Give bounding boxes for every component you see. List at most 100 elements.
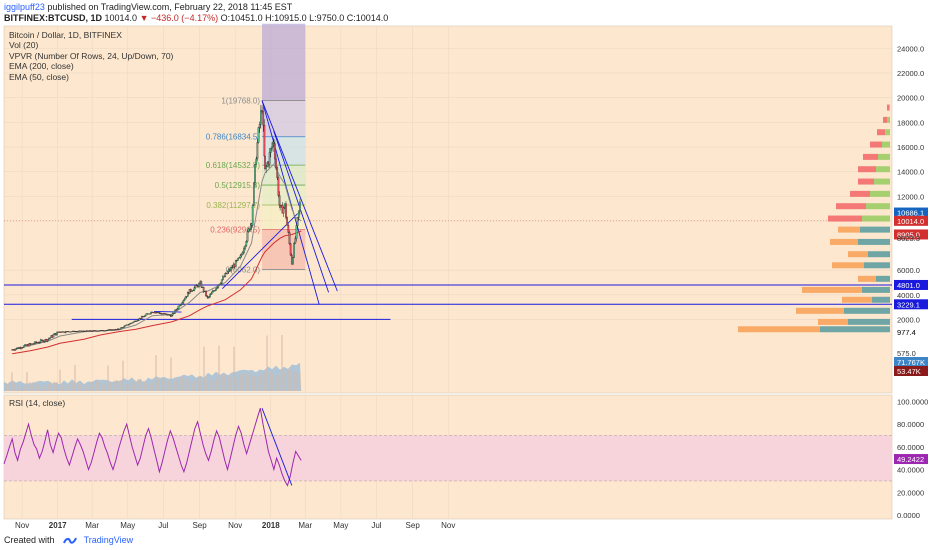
candle-body [194, 285, 197, 288]
rsi-tick-label: 100.0000 [897, 397, 928, 406]
candle-body [277, 177, 280, 196]
candle-body [202, 286, 205, 292]
candle-body [183, 298, 186, 301]
candle-body [173, 313, 175, 314]
last-price: 10014.0 [104, 13, 138, 23]
tradingview-logo-icon [63, 537, 77, 544]
candle-body [177, 305, 180, 309]
price-label-text: 4801.0 [897, 281, 920, 290]
horizontal-levels [4, 284, 892, 320]
volume-label-box [894, 357, 928, 367]
candle-body [22, 345, 25, 348]
rsi-legend[interactable]: RSI (14, close) [9, 398, 66, 408]
fib-level-label: 1(19768.0) [221, 97, 260, 106]
candle-body [174, 309, 176, 314]
price-tick-label: 18000.0 [897, 118, 924, 127]
vpvr-up-bar [858, 238, 890, 245]
candle-body [258, 124, 261, 128]
candle-body [91, 330, 94, 332]
price-label-box [894, 215, 928, 226]
vpvr-down-bar [796, 307, 844, 314]
time-tick-label: 2018 [262, 521, 280, 530]
candle-body [294, 238, 297, 244]
candle-body [297, 210, 300, 218]
rsi-value-box [894, 454, 928, 465]
rsi-tick-label: 60.0000 [897, 443, 924, 452]
candle-body [215, 288, 217, 291]
vpvr-up-bar [864, 262, 890, 269]
candle-body [282, 207, 285, 214]
candle-body [14, 348, 17, 351]
vpvr-down-bar [877, 129, 885, 136]
price-tick-label: 16000.0 [897, 143, 924, 152]
vpvr-up-bar [844, 307, 890, 314]
legend-indicator[interactable]: Vol (20) [9, 40, 39, 51]
price-label-text: 3229.1 [897, 300, 920, 309]
candle-body [245, 241, 248, 247]
candle-body [219, 282, 222, 285]
fib-level-label: 0.618(14532.8) [206, 161, 261, 170]
vpvr-down-bar [863, 153, 878, 160]
trendline [273, 130, 330, 293]
candle-body [140, 316, 143, 319]
legend-indicator[interactable]: VPVR (Number Of Rows, 24, Up/Down, 70) [9, 50, 174, 61]
price-label-box [894, 279, 928, 290]
vpvr-down-bar [858, 166, 876, 173]
price-change: −436.0 (−4.17%) [151, 13, 219, 23]
candle-body [260, 110, 262, 125]
candle-body [38, 342, 41, 344]
candle-body [263, 125, 266, 157]
time-tick-label: Mar [85, 521, 99, 530]
price-label-text: 10014.0 [897, 217, 924, 226]
candle-body [269, 148, 272, 153]
candle-body [136, 320, 138, 322]
volume-profile [738, 104, 890, 333]
rsi-tick-label: 80.0000 [897, 420, 924, 429]
vpvr-up-bar [874, 178, 890, 185]
candle-body [178, 305, 181, 307]
rsi-tick-label: 0.0000 [897, 511, 920, 520]
rsi-line [3, 408, 302, 487]
vpvr-up-bar [889, 104, 890, 111]
fib-level-label: 0.236(9296.5) [210, 226, 260, 235]
price-tick-label: 12000.0 [897, 192, 924, 201]
candle-body [43, 340, 46, 343]
rsi-series: 100.0000 80.0000 60.0000 40.0000 20.0000 0.00… [3, 397, 928, 520]
published-text: published on TradingView.com, February 2… [47, 2, 293, 12]
vpvr-up-bar [876, 275, 890, 282]
candle-body [159, 312, 162, 314]
legend-indicator[interactable]: EMA (200, close) [9, 61, 74, 72]
volume-label-text: 53.47K [897, 367, 921, 376]
fib-zone [262, 100, 306, 137]
tradingview-brand[interactable]: TradingView [83, 535, 134, 545]
time-axis: Nov 2017 Mar May Jul Sep Nov 2018 Mar May Jul Sep No… [15, 521, 455, 530]
candle-body [52, 334, 55, 338]
price-tick-label: 22000.0 [897, 69, 924, 78]
candle-body [90, 330, 92, 332]
author-link[interactable]: iggilpuff23 [4, 2, 45, 12]
vpvr-up-bar [862, 215, 890, 222]
candle-body [32, 343, 35, 345]
vpvr-down-bar [848, 251, 868, 258]
candle-body [101, 329, 104, 331]
candle-series [11, 104, 301, 351]
candle-body [261, 110, 263, 112]
candle-body [274, 143, 276, 160]
time-tick-label: Mar [298, 521, 312, 530]
time-tick-label: Nov [15, 521, 29, 530]
legend-indicator[interactable]: EMA (50, close) [9, 71, 69, 82]
candle-body [191, 290, 193, 292]
candle-body [227, 269, 230, 272]
candle-body [46, 339, 49, 342]
candle-body [295, 225, 298, 239]
price-tick-label: 20000.0 [897, 94, 924, 103]
time-tick-label: Sep [192, 521, 207, 530]
footer: Created with TradingView [4, 535, 133, 545]
rsi-tick-label: 40.0000 [897, 466, 924, 475]
candle-body [198, 283, 200, 288]
candle-body [189, 289, 192, 292]
candle-body [257, 127, 260, 143]
created-with-label: Created with [4, 535, 55, 545]
candle-body [20, 347, 23, 349]
